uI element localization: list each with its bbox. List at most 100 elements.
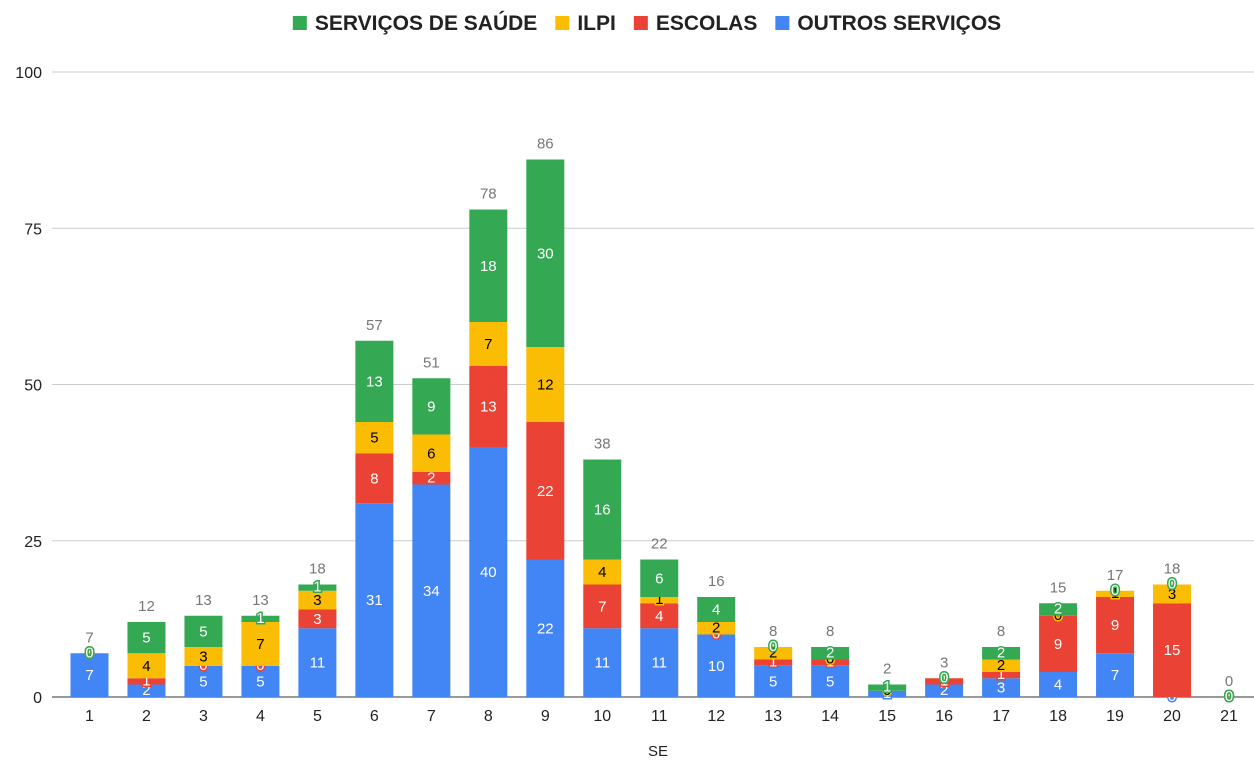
total-label: 8	[826, 623, 834, 640]
segment-label: 1	[1111, 585, 1119, 602]
segment-label: 1	[313, 579, 321, 596]
segment-label: 5	[769, 673, 777, 690]
bar-segment	[526, 422, 565, 560]
bar-segment	[355, 422, 394, 454]
x-tick-label: 1	[85, 708, 94, 725]
total-label: 18	[1164, 561, 1181, 578]
legend-swatch	[775, 16, 790, 30]
segment-label: 5	[370, 430, 378, 447]
legend-item: ESCOLAS	[633, 12, 757, 35]
bar-segment	[127, 653, 166, 679]
segment-label: 5	[826, 673, 834, 690]
bar-segment	[241, 622, 280, 666]
x-tick-label: 6	[370, 708, 379, 725]
bar-stack: 507113	[241, 592, 280, 697]
bar-segment	[1153, 584, 1192, 604]
segment-label: 3	[199, 648, 207, 665]
legend-item: SERVIÇOS DE SAÚDE	[292, 11, 537, 35]
bar-segment	[583, 559, 622, 585]
segment-label: 8	[370, 470, 378, 487]
bar-segment	[127, 678, 166, 685]
segment-label: 11	[310, 655, 326, 672]
segment-label: 0	[1225, 688, 1233, 705]
bar-segment	[1153, 603, 1192, 697]
bar-segment	[982, 678, 1021, 697]
bar-segment	[1039, 615, 1078, 672]
segment-label: 0	[940, 669, 948, 686]
segment-label: 6	[427, 445, 435, 462]
bar-segment	[640, 559, 679, 597]
segment-label: 34	[423, 583, 440, 600]
segment-label: 22	[537, 620, 554, 637]
bar-stack: 51028	[811, 623, 850, 697]
segment-label: 7	[1111, 667, 1119, 684]
segment-label: 5	[199, 623, 207, 640]
legend-swatch	[292, 16, 307, 30]
segment-label: 30	[537, 245, 554, 262]
segment-label: 7	[85, 667, 93, 684]
total-label: 38	[594, 436, 611, 453]
segment-label: 1	[883, 685, 891, 702]
total-label: 18	[309, 561, 326, 578]
segment-label: 2	[427, 469, 435, 486]
bar-segment	[868, 690, 907, 697]
bar-segment	[754, 659, 793, 666]
bar-segment	[70, 653, 109, 697]
bar-segment	[469, 322, 508, 366]
segment-label: 2	[712, 619, 720, 636]
bar-segment	[1096, 597, 1135, 654]
segment-label: 16	[594, 502, 611, 519]
x-tick-label: 17	[992, 708, 1010, 725]
segment-label: 0	[1168, 576, 1176, 593]
segment-label: 15	[1164, 642, 1181, 659]
segment-label: 2	[997, 657, 1005, 674]
bar-stack: 0153018	[1153, 561, 1192, 707]
bar-segment	[298, 584, 337, 591]
total-label: 15	[1050, 579, 1067, 596]
bar-segment	[241, 665, 280, 697]
segment-label: 1	[142, 672, 150, 689]
segment-label: 2	[769, 644, 777, 661]
bar-segment	[127, 684, 166, 697]
bar-stack: 490215	[1039, 579, 1078, 697]
x-tick-label: 10	[593, 708, 611, 725]
x-tick-label: 11	[651, 708, 668, 725]
bar-segment	[469, 447, 508, 697]
total-label: 13	[252, 592, 269, 609]
segment-label: 1	[769, 654, 777, 671]
total-label: 51	[423, 354, 440, 371]
segment-label: 10	[708, 658, 725, 675]
bar-segment	[355, 340, 394, 422]
total-label: 12	[138, 598, 155, 615]
segment-label: 0	[85, 644, 93, 661]
x-axis: 1 2 3 4 5 6 7 8 9 10 11 12 13 14 15 16 17 18 19 20 21	[85, 708, 1238, 725]
chart-bars: 7000721451250351350711311331183185135734…	[70, 136, 1235, 707]
y-tick-label: 75	[24, 221, 42, 238]
legend-swatch	[633, 16, 648, 30]
bar-stack: 11 7 4 16 38	[583, 436, 622, 697]
bar-segment	[754, 665, 793, 697]
segment-label: 6	[655, 570, 663, 587]
bar-segment	[697, 597, 736, 622]
total-label: 7	[85, 629, 93, 646]
x-tick-label: 8	[484, 708, 493, 725]
bar-segment	[811, 659, 850, 666]
total-label: 3	[940, 654, 948, 671]
chart-legend: SERVIÇOS DE SAÚDE ILPI ESCOLAS OUTROS SERVI…	[292, 11, 1001, 35]
bar-segment	[355, 453, 394, 504]
segment-label: 3	[313, 611, 321, 628]
segment-label: 7	[484, 336, 492, 353]
bar-segment	[583, 628, 622, 697]
segment-label: 5	[142, 630, 150, 647]
bar-segment	[697, 622, 736, 635]
bar-stack: 40 13 7 18 78	[469, 186, 508, 697]
segment-label: 4	[598, 564, 606, 581]
bar-segment	[298, 590, 337, 610]
y-tick-label: 50	[24, 378, 42, 395]
legend-item: ILPI	[555, 12, 616, 35]
x-tick-label: 5	[313, 708, 322, 725]
